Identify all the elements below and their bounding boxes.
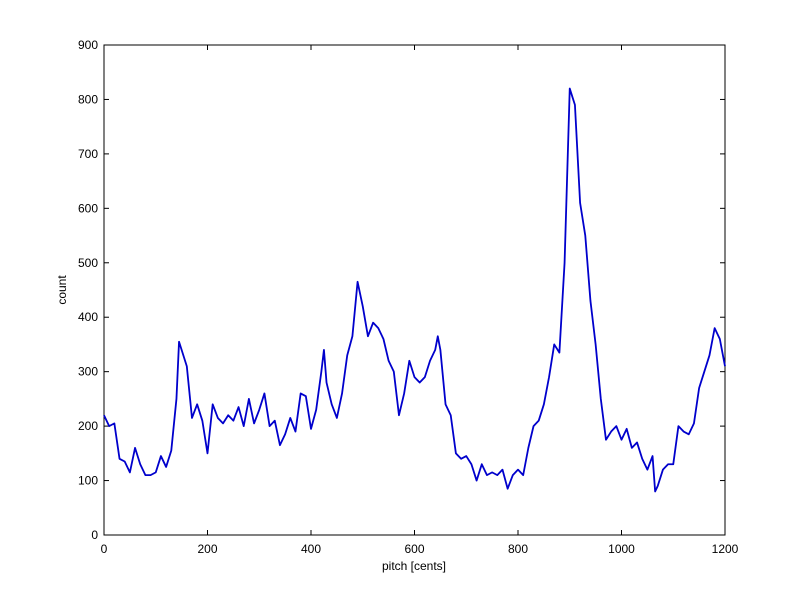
y-tick-label: 900 [78, 38, 98, 52]
y-axis-label: count [55, 275, 69, 305]
y-tick-label: 500 [78, 256, 98, 270]
x-tick-label: 0 [101, 542, 108, 556]
y-tick-label: 200 [78, 419, 98, 433]
data-line [103, 87, 726, 493]
y-tick-label: 700 [78, 147, 98, 161]
y-tick-label: 400 [78, 310, 98, 324]
x-tick-label: 400 [301, 542, 321, 556]
y-tick-label: 800 [78, 92, 98, 106]
y-tick-label: 300 [78, 365, 98, 379]
x-tick-label: 1200 [712, 542, 739, 556]
x-tick-label: 200 [197, 542, 217, 556]
y-tick-label: 600 [78, 201, 98, 215]
x-tick-label: 1000 [608, 542, 635, 556]
y-tick-label: 0 [91, 528, 98, 542]
x-axis-label: pitch [cents] [382, 559, 446, 573]
plot-area [103, 44, 726, 536]
x-tick-label: 600 [404, 542, 424, 556]
y-tick-label: 100 [78, 474, 98, 488]
x-tick-label: 800 [508, 542, 528, 556]
